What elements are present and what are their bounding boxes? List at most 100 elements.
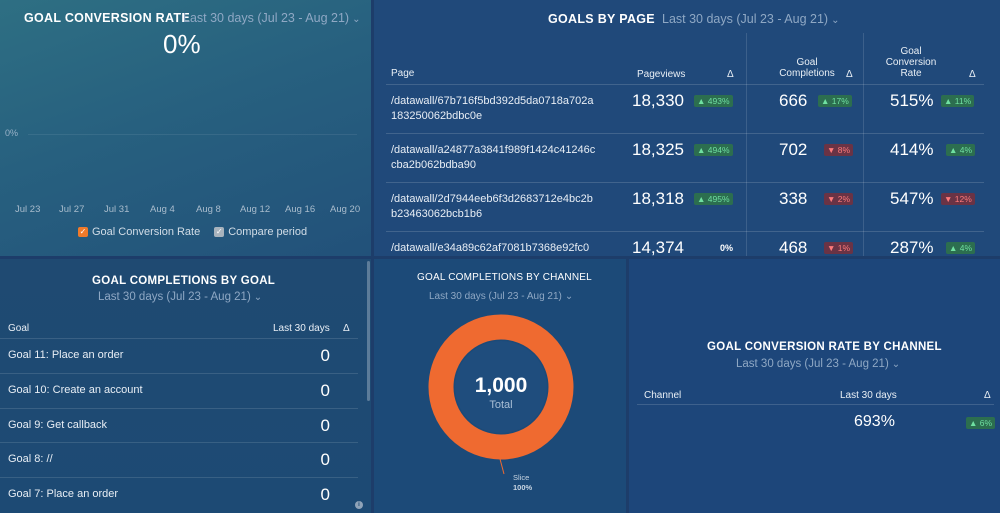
page-url-cell[interactable]: /datawall/2d7944eeb6f3d2683712e4bc2bb234… — [391, 193, 593, 220]
header-line: Completions — [779, 68, 835, 79]
chart-gridline — [28, 134, 357, 135]
column-header-goal[interactable]: Goal — [8, 323, 30, 334]
table-row[interactable]: Goal 11: Place an order 0 — [0, 338, 358, 373]
goal-conversion-rate-by-channel-widget: GOAL CONVERSION RATE BY CHANNEL Last 30 … — [629, 259, 1000, 513]
column-header-period[interactable]: Last 30 days — [840, 390, 897, 401]
chevron-down-icon: ⌄ — [564, 291, 574, 302]
table-row[interactable]: Goal 8: // 0 — [0, 442, 358, 477]
delta-badge: ▲ 6% — [966, 417, 996, 429]
date-range-label: Last 30 days (Jul 23 - Aug 21) — [98, 291, 251, 303]
column-header-goal-completions[interactable]: Goal Completions — [779, 57, 835, 79]
date-range-selector[interactable]: Last 30 days (Jul 23 - Aug 21) ⌄ — [98, 291, 262, 303]
goal-value: 0 — [320, 416, 330, 435]
column-header-period[interactable]: Last 30 days — [273, 323, 330, 334]
info-icon[interactable]: i — [355, 501, 363, 509]
row-divider — [386, 182, 984, 183]
x-axis-tick: Aug 8 — [196, 204, 221, 215]
x-axis-tick: Jul 27 — [59, 204, 85, 215]
goals-by-page-widget: GOALS BY PAGE Last 30 days (Jul 23 - Aug… — [374, 0, 1000, 256]
pageviews-value: 18,330 — [632, 91, 684, 110]
delta-badge: ▲ 494% — [694, 144, 733, 156]
chevron-down-icon: ⌄ — [831, 15, 840, 26]
legend-label: Goal Conversion Rate — [92, 226, 201, 238]
goal-name: Goal 11: Place an order — [8, 349, 124, 361]
date-range-selector[interactable]: Last 30 days (Jul 23 - Aug 21) ⌄ — [662, 12, 839, 26]
column-header-delta[interactable]: Δ — [846, 69, 853, 80]
delta-badge: ▼ 1% — [824, 242, 854, 254]
header-line: Rate — [900, 68, 922, 79]
goal-value: 0 — [320, 346, 330, 365]
header-line: Goal — [900, 46, 922, 57]
checkbox-checked-icon[interactable]: ✓ — [214, 227, 225, 237]
chevron-down-icon: ⌄ — [352, 14, 361, 25]
completions-value: 702 — [779, 140, 808, 159]
date-range-selector[interactable]: Last 30 days (Jul 23 - Aug 21) ⌄ — [429, 291, 573, 302]
goal-completions-by-channel-widget: GOAL COMPLETIONS BY CHANNEL Last 30 days… — [374, 259, 626, 513]
x-axis-tick: Aug 20 — [330, 204, 361, 215]
date-range-label: Last 30 days (Jul 23 - Aug 21) — [736, 358, 889, 370]
date-range-label: Last 30 days (Jul 23 - Aug 21) — [662, 12, 829, 26]
x-axis-tick: Aug 16 — [285, 204, 316, 215]
delta-badge: ▲ 11% — [941, 95, 975, 107]
header-line: Conversion — [885, 57, 937, 68]
x-axis-tick: Aug 4 — [150, 204, 175, 215]
completions-value: 338 — [779, 189, 808, 208]
legend-label: Compare period — [228, 226, 308, 238]
column-header-delta[interactable]: Δ — [984, 390, 991, 401]
column-header-delta[interactable]: Δ — [727, 69, 734, 80]
donut-slice[interactable] — [428, 314, 574, 460]
completions-value: 468 — [779, 238, 808, 256]
delta-badge: ▲ 4% — [946, 144, 976, 156]
delta-badge: ▲ 4% — [946, 242, 976, 254]
completions-value: 666 — [779, 91, 808, 110]
row-divider — [637, 404, 994, 405]
goal-name: Goal 10: Create an account — [8, 384, 143, 396]
chart-legend: ✓ Goal Conversion Rate ✓ Compare period — [78, 226, 307, 238]
widget-title: GOAL COMPLETIONS BY GOAL — [92, 275, 276, 287]
slice-percent: 100% — [513, 483, 533, 492]
goal-value: 0 — [320, 485, 330, 504]
column-divider — [746, 33, 747, 256]
column-header-channel[interactable]: Channel — [644, 390, 682, 401]
widget-title: GOAL COMPLETIONS BY CHANNEL — [417, 272, 592, 283]
checkbox-checked-icon[interactable]: ✓ — [78, 227, 88, 237]
widget-title: GOAL CONVERSION RATE BY CHANNEL — [707, 341, 942, 353]
legend-item-goal-conversion-rate[interactable]: ✓ Goal Conversion Rate — [78, 226, 200, 238]
donut-total-value: 1,000 — [475, 374, 528, 397]
column-divider — [863, 33, 864, 256]
rate-value: 287% — [890, 238, 934, 256]
rate-value: 693% — [854, 413, 895, 430]
column-header-delta[interactable]: Δ — [969, 69, 976, 80]
table-row[interactable]: Goal 9: Get callback 0 — [0, 408, 358, 443]
rate-value: 515% — [890, 91, 934, 110]
pageviews-value: 14,374 — [632, 238, 684, 256]
page-url-cell[interactable]: /datawall/a24877a3841f989f1424c41246ccba… — [391, 144, 596, 171]
delta-badge: 0% — [720, 243, 734, 253]
column-header-page[interactable]: Page — [391, 68, 415, 79]
goal-name: Goal 7: Place an order — [8, 488, 119, 500]
page-url-cell[interactable]: /datawall/e34a89c62af7081b7368e92fc0 — [391, 242, 590, 254]
slice-leader-line — [499, 458, 505, 475]
slice-label: Slice 100% — [513, 473, 532, 493]
y-axis-tick: 0% — [5, 128, 19, 138]
delta-badge: ▲ 17% — [818, 95, 852, 107]
chevron-down-icon: ⌄ — [891, 359, 901, 370]
widget-title: GOAL CONVERSION RATE — [24, 11, 190, 25]
donut-center — [455, 341, 547, 433]
rate-value: 547% — [890, 189, 934, 208]
delta-badge: ▼ 2% — [824, 193, 854, 205]
column-header-delta[interactable]: Δ — [343, 323, 350, 334]
date-range-label: Last 30 days (Jul 23 - Aug 21) — [429, 291, 562, 302]
row-divider — [386, 84, 984, 85]
legend-item-compare-period[interactable]: ✓ Compare period — [214, 226, 307, 238]
column-header-goal-conversion-rate[interactable]: Goal Conversion Rate — [881, 46, 941, 79]
page-url-cell[interactable]: /datawall/67b716f5bd392d5da0718a702a1832… — [391, 95, 594, 122]
scrollbar[interactable] — [367, 261, 370, 401]
table-row[interactable]: Goal 10: Create an account 0 — [0, 373, 358, 408]
column-header-pageviews[interactable]: Pageviews — [637, 69, 686, 80]
date-range-selector[interactable]: Last 30 days (Jul 23 - Aug 21) ⌄ — [736, 358, 900, 370]
goal-completions-by-goal-widget: GOAL COMPLETIONS BY GOAL Last 30 days (J… — [0, 259, 371, 513]
chevron-down-icon: ⌄ — [253, 292, 263, 303]
table-row[interactable]: Goal 7: Place an order 0 — [0, 477, 358, 512]
date-range-selector[interactable]: Last 30 days (Jul 23 - Aug 21) ⌄ — [183, 11, 360, 25]
